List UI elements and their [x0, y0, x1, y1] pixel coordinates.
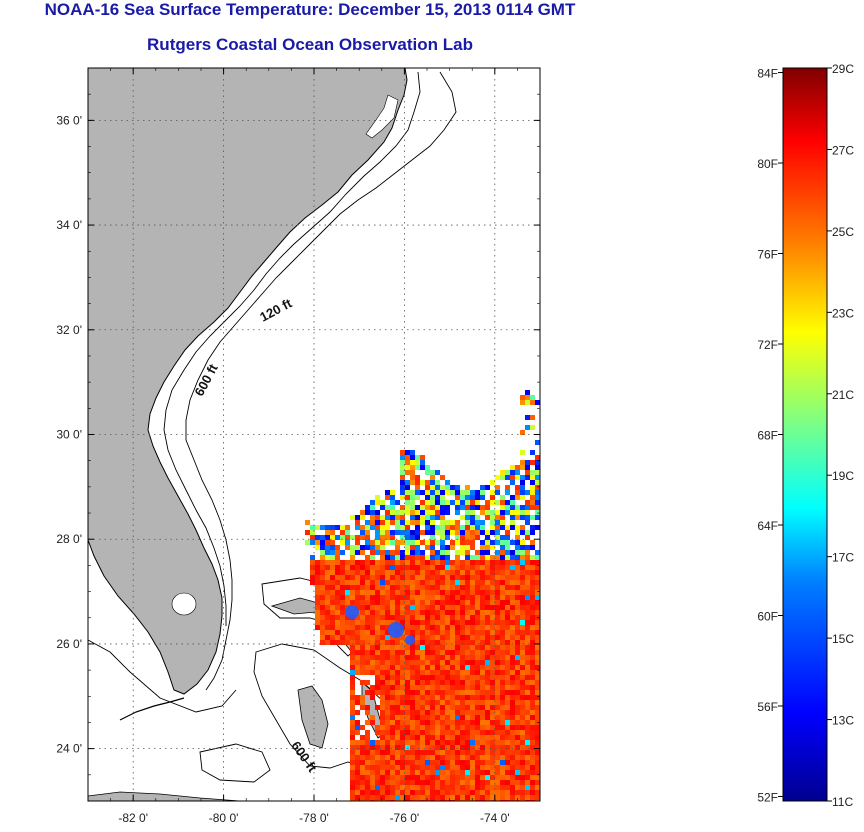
lat-tick-label: 34 0'	[56, 218, 82, 232]
colorbar-labels: 29C 27C 25C 23C 21C 19C 17C 15C 13C 11C 84F 80F 76F 7…	[757, 62, 854, 809]
lake-okeechobee	[171, 592, 197, 616]
lon-tick-label: -76 0'	[390, 811, 420, 825]
colorbar-c-label: 17C	[832, 551, 854, 565]
colorbar-f-label: 76F	[757, 248, 778, 262]
colorbar-c-label: 29C	[832, 62, 854, 76]
bahamas-bank-great	[253, 643, 463, 801]
title-line-2: Rutgers Coastal Ocean Observation Lab	[147, 35, 473, 54]
lat-tick-label: 28 0'	[56, 532, 82, 546]
lon-tick-label: -74 0'	[480, 811, 510, 825]
lon-tick-label: -80 0'	[209, 811, 239, 825]
contour-label: 600 ft	[191, 361, 221, 399]
colorbar-f-label: 72F	[757, 338, 778, 352]
land-mainland	[88, 68, 408, 695]
colorbar-f-label: 64F	[757, 519, 778, 533]
colorbar-c-label: 15C	[832, 632, 854, 646]
colorbar-f-label: 80F	[757, 157, 778, 171]
colorbar	[782, 67, 828, 802]
colorbar-f-label: 68F	[757, 429, 778, 443]
title-line-1: NOAA-16 Sea Surface Temperature: Decembe…	[44, 0, 576, 19]
colorbar-c-label: 27C	[832, 143, 854, 157]
sst-field	[305, 390, 540, 801]
isobath-600ft	[185, 71, 457, 691]
axis-ticks: 24 0' 26 0' 28 0' 30 0' 32 0' 34 0' 36 0' -82 0…	[56, 67, 541, 825]
colorbar-f-label: 84F	[757, 67, 778, 81]
florida-keys	[119, 697, 185, 721]
lat-tick-label: 26 0'	[56, 637, 82, 651]
land-grand-bahama	[270, 597, 323, 615]
land-andros	[297, 685, 329, 749]
colorbar-f-label: 52F	[757, 790, 778, 804]
colorbar-c-label: 11C	[832, 795, 853, 809]
grid-lines	[88, 68, 540, 801]
isobath-120ft	[163, 71, 421, 626]
lat-tick-label: 30 0'	[56, 428, 82, 442]
colorbar-c-label: 19C	[832, 469, 854, 483]
colorbar-c-label: 23C	[832, 306, 854, 320]
colorbar-f-label: 60F	[757, 609, 778, 623]
colorbar-c-label: 13C	[832, 714, 854, 728]
contour-label: 120 ft	[257, 295, 295, 325]
lat-tick-label: 32 0'	[56, 323, 82, 337]
florida-keys-reef	[88, 639, 237, 713]
lat-tick-label: 36 0'	[56, 113, 82, 127]
nc-sounds	[365, 94, 399, 139]
colorbar-c-label: 21C	[832, 388, 854, 402]
lon-tick-label: -82 0'	[118, 811, 148, 825]
colorbar-c-label: 25C	[832, 225, 854, 239]
lat-tick-label: 24 0'	[56, 742, 82, 756]
land-cuba-edge	[88, 791, 241, 801]
colorbar-f-label: 56F	[757, 700, 778, 714]
lon-tick-label: -78 0'	[299, 811, 329, 825]
cay-sal-bank	[199, 743, 271, 783]
